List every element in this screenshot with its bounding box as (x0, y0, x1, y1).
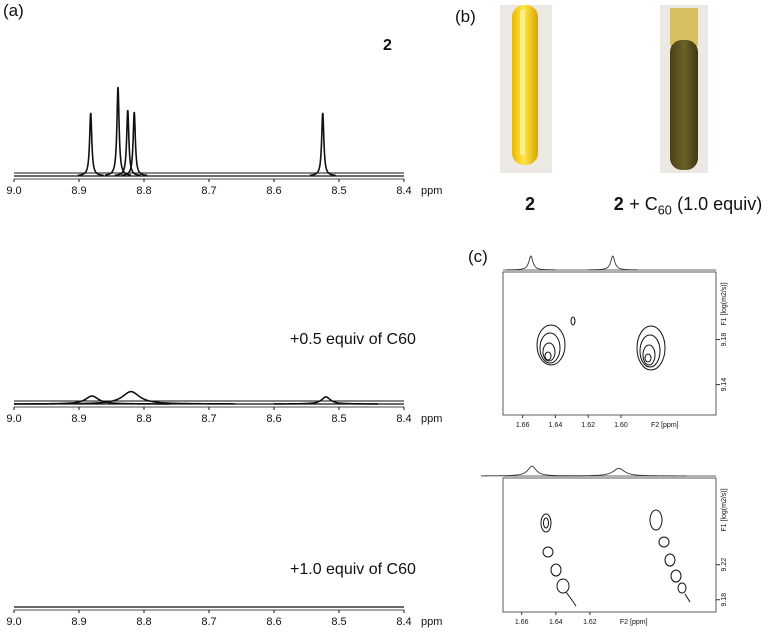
bold-label: 2 (383, 37, 392, 54)
label-text: + C (629, 194, 658, 214)
contours (536, 316, 691, 607)
annotation: +1.0 equiv of C60 (290, 561, 416, 578)
x-axis-label: F2 [ppm] (651, 422, 679, 429)
projection-peak (588, 255, 638, 271)
x-tick-label: 1.60 (614, 422, 628, 429)
x-tick-label: 8.9 (71, 413, 86, 425)
x-axis-label: ppm (421, 616, 442, 628)
y-axis-label: F1 [log(m2/s)] (721, 282, 728, 325)
photo-right (660, 5, 708, 173)
bold-label: 2 (525, 194, 535, 214)
x-axis-label: ppm (421, 185, 442, 197)
plot-frame (502, 477, 717, 613)
x-tick-label: 9.0 (6, 185, 21, 197)
peak (121, 111, 148, 177)
bold-label: 2 (614, 194, 624, 214)
x-tick-label: 1.66 (515, 619, 529, 626)
x-tick-label: 8.8 (136, 413, 151, 425)
panel-label: (c) (468, 247, 488, 266)
x-tick-label: 8.8 (136, 616, 151, 628)
y-tick-label: 9.14 (721, 378, 728, 392)
annotation: +0.5 equiv of C60 (290, 331, 416, 348)
photo-left (500, 5, 552, 173)
peak (114, 110, 141, 177)
x-axis-label: F2 [ppm] (620, 619, 648, 626)
x-axis-label: ppm (421, 413, 442, 425)
annotation: 2 + C60 (1.0 equiv) (614, 194, 762, 218)
projection-peak (550, 467, 688, 477)
x-tick-label: 8.6 (266, 413, 281, 425)
peak (77, 112, 104, 177)
x-tick-label: 9.0 (6, 616, 21, 628)
annotation: 2 (525, 194, 535, 214)
x-tick-label: 8.7 (201, 185, 216, 197)
y-tick-label: 9.18 (721, 333, 728, 347)
peak (309, 112, 336, 177)
x-tick-label: 8.9 (71, 616, 86, 628)
peak (26, 390, 236, 405)
x-tick-label: 8.4 (396, 185, 411, 197)
x-tick-label: 8.4 (396, 616, 411, 628)
peak (274, 396, 378, 405)
y-tick-label: 9.22 (721, 558, 728, 572)
x-tick-label: 8.6 (266, 185, 281, 197)
x-tick-label: 1.64 (549, 619, 563, 626)
x-tick-label: 1.64 (549, 422, 563, 429)
label-sub: 60 (398, 331, 416, 348)
x-tick-label: 8.6 (266, 616, 281, 628)
projection-peak (480, 465, 584, 477)
x-tick-label: 1.66 (516, 422, 530, 429)
projection-peak (506, 255, 556, 271)
x-tick-label: 8.5 (331, 616, 346, 628)
label-sub: 60 (658, 204, 672, 218)
plot-frame (502, 271, 717, 416)
x-tick-label: 8.5 (331, 413, 346, 425)
x-tick-label: 8.8 (136, 185, 151, 197)
label-tail: (1.0 equiv) (677, 194, 762, 214)
x-tick-label: 1.62 (583, 619, 597, 626)
panel-label: (b) (455, 7, 476, 26)
x-tick-label: 8.7 (201, 616, 216, 628)
x-tick-label: 8.5 (331, 185, 346, 197)
label-sub: 60 (398, 561, 416, 578)
x-tick-label: 8.9 (71, 185, 86, 197)
y-axis-label: F1 [log(m2/s)] (721, 488, 728, 531)
y-tick-label: 9.18 (721, 593, 728, 607)
x-tick-label: 8.4 (396, 413, 411, 425)
panel-label: (a) (3, 1, 24, 20)
x-tick-label: 8.7 (201, 413, 216, 425)
x-tick-label: 1.62 (581, 422, 595, 429)
x-tick-label: 9.0 (6, 413, 21, 425)
label-text: +0.5 equiv of C (290, 331, 398, 348)
annotation: 2 (383, 37, 392, 54)
label-text: +1.0 equiv of C (290, 561, 398, 578)
